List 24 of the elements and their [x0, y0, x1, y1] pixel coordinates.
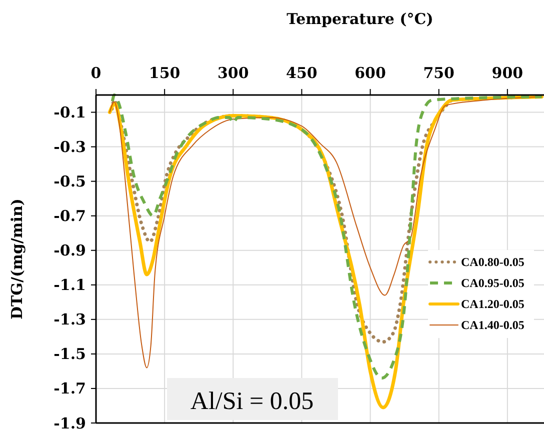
- x-tick-label: 150: [148, 64, 180, 82]
- x-tick-label: 900: [492, 64, 524, 82]
- y-tick-label: -0.9: [54, 242, 86, 260]
- legend-label: CA0.80-0.05: [461, 255, 524, 270]
- y-tick-label: -0.5: [54, 172, 86, 191]
- x-tick-label: 600: [354, 64, 386, 82]
- y-tick-label: -1.3: [54, 310, 86, 329]
- legend-label: CA1.20-0.05: [461, 297, 524, 312]
- x-tick-label: 300: [217, 64, 249, 82]
- x-axis-title: Temperature (°C): [286, 10, 434, 28]
- x-tick-label: 450: [286, 64, 318, 82]
- y-tick-label: -0.7: [54, 207, 86, 226]
- y-tick-label: -0.1: [54, 104, 86, 122]
- y-axis-title: DTG/(mg/min): [8, 198, 26, 320]
- x-tick-label: 750: [423, 64, 455, 82]
- legend-label: CA0.95-0.05: [461, 276, 524, 290]
- y-tick-label: -0.3: [54, 138, 86, 156]
- y-tick-label: -1.9: [54, 414, 86, 432]
- legend-label: CA1.40-0.05: [461, 318, 524, 332]
- annotation: Al/Si = 0.05: [190, 388, 314, 415]
- y-tick-label: -1.5: [54, 345, 86, 364]
- y-tick-label: -1.7: [54, 380, 86, 398]
- x-tick-label: 0: [90, 64, 102, 82]
- y-tick-label: -1.1: [54, 276, 86, 294]
